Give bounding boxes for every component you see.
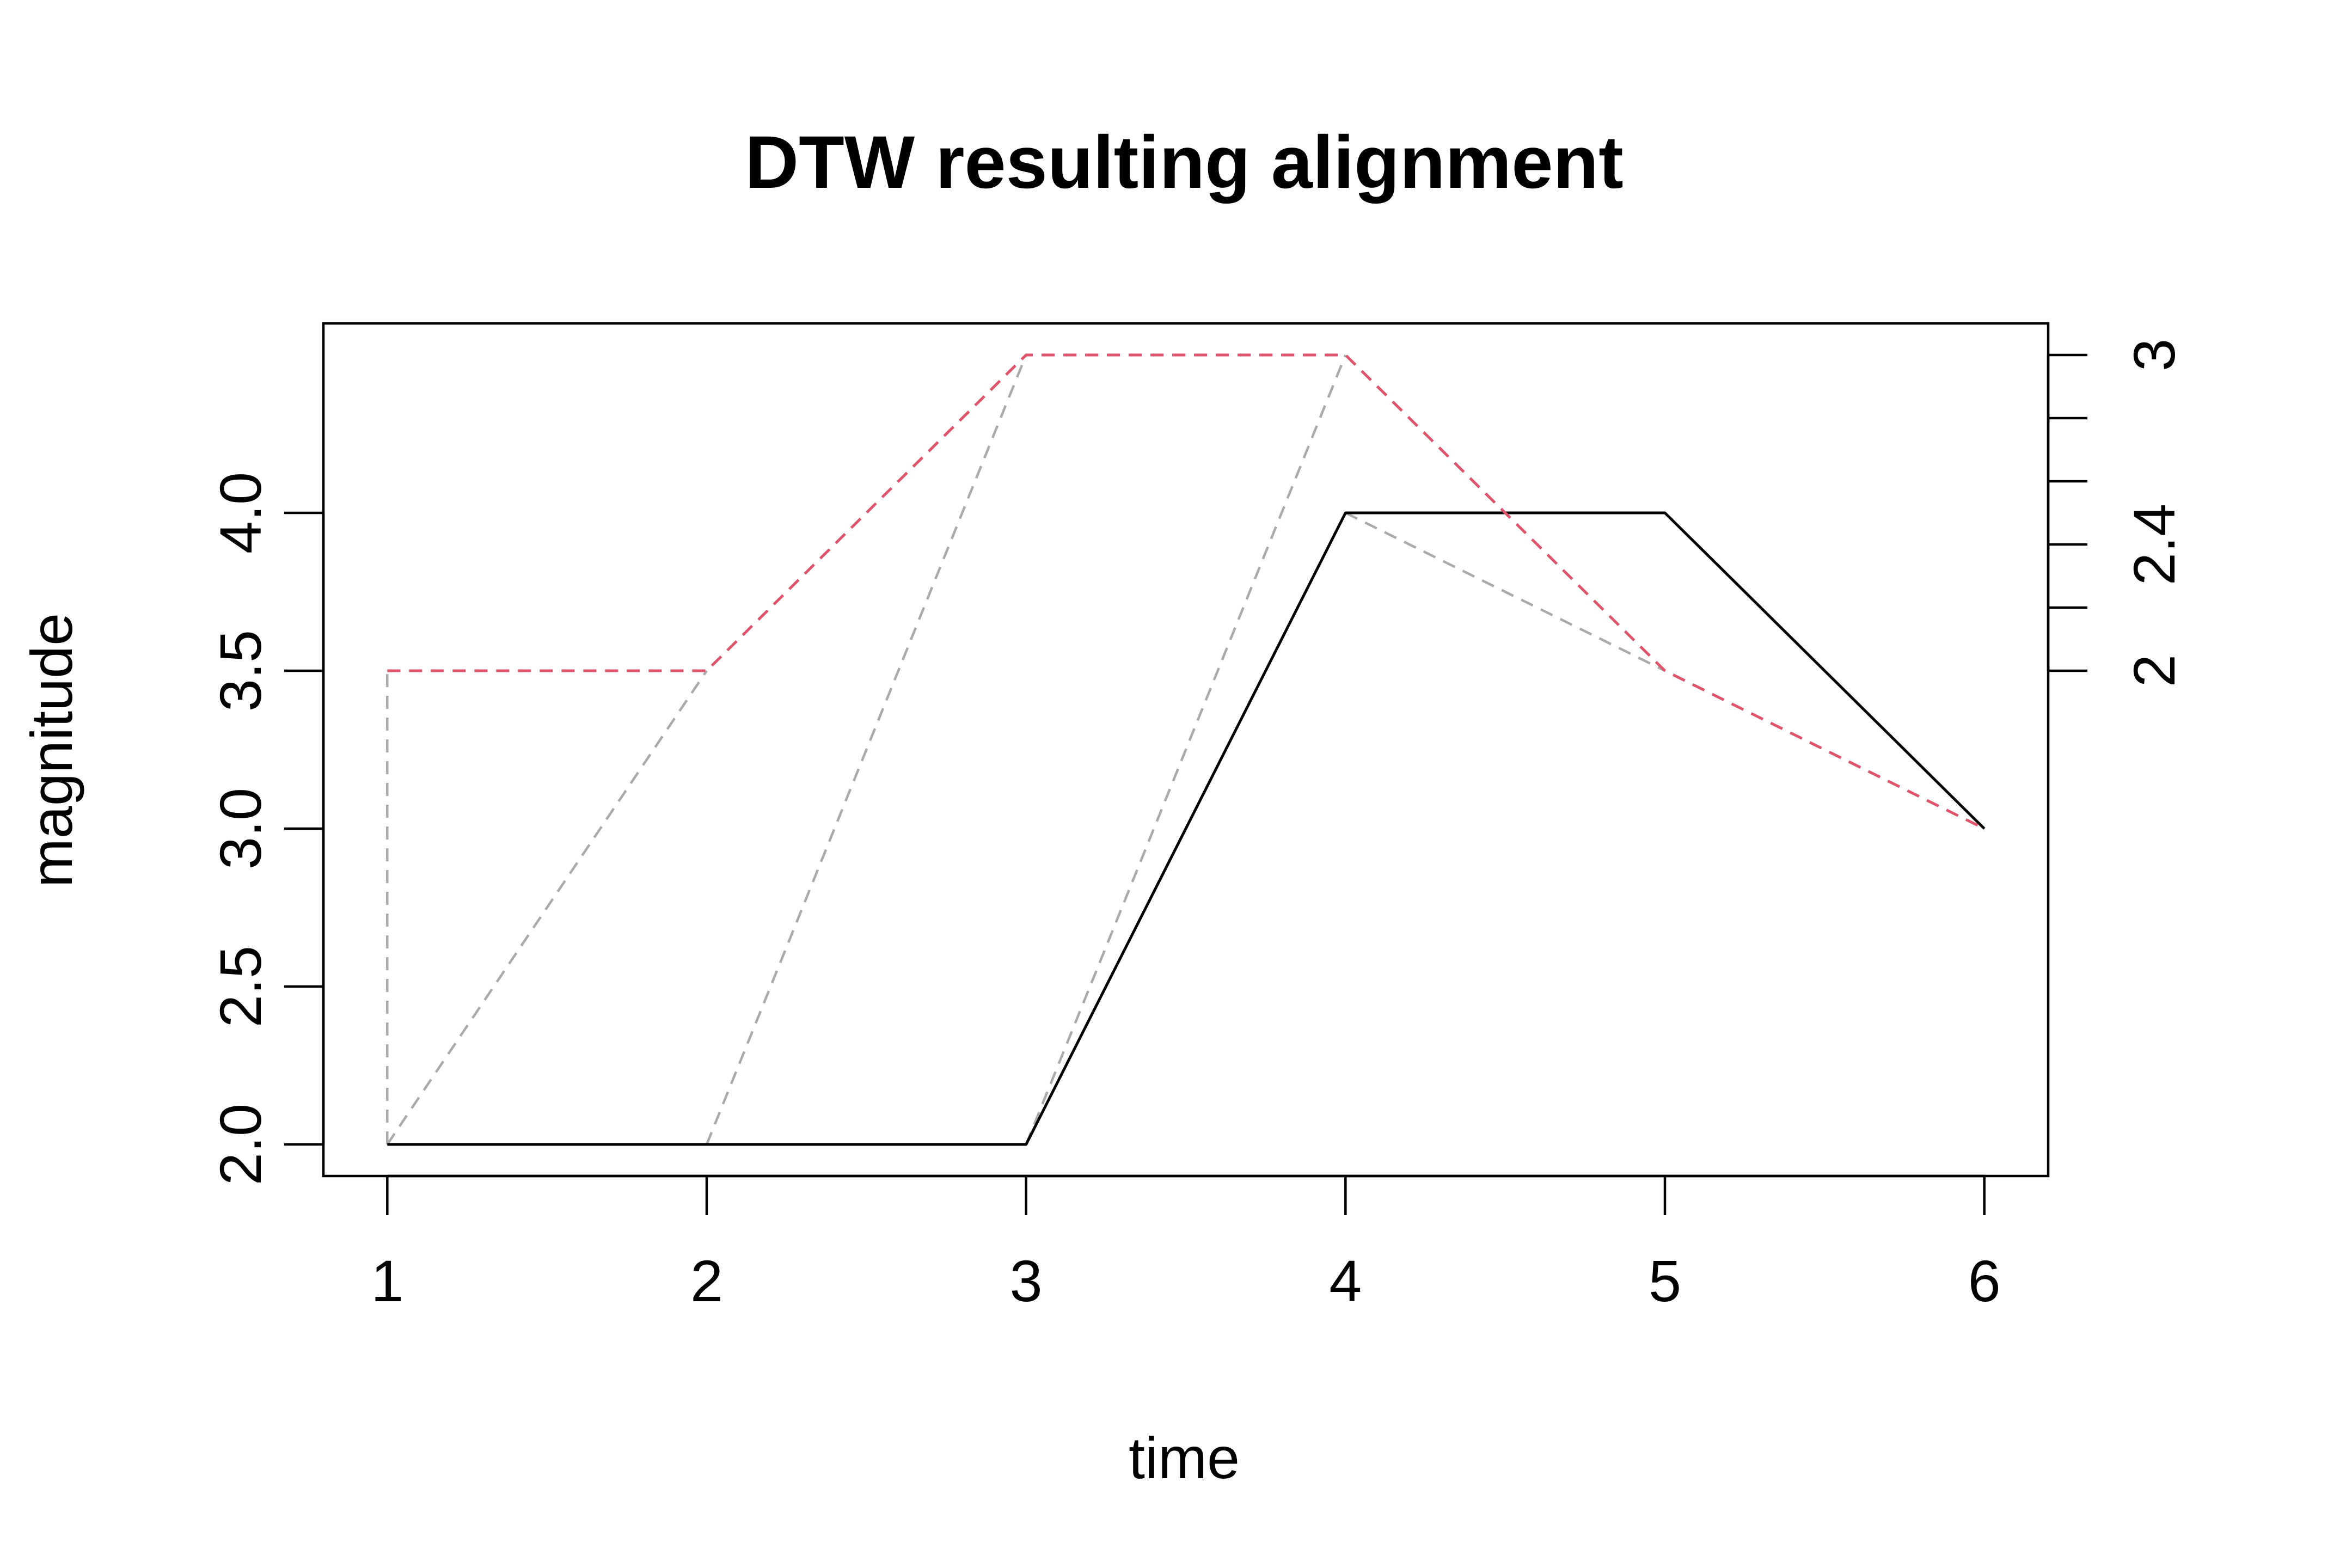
x-tick-label: 1: [371, 1248, 403, 1314]
right-tick-label: 3: [2121, 339, 2187, 371]
y-tick-label: 3.5: [207, 630, 273, 712]
right-axis: 22.43: [2047, 339, 2187, 687]
x-tick-label: 4: [1329, 1248, 1362, 1314]
x-tick-label: 2: [690, 1248, 723, 1314]
x-axis: 1 2 3 4 5 6: [371, 1174, 2001, 1314]
y-tick-label: 3.0: [207, 788, 273, 869]
alignment-lines: [386, 354, 1986, 1146]
right-tick-label: 2: [2121, 654, 2187, 687]
y-tick-label: 2.5: [207, 946, 273, 1027]
x-axis-label: time: [1129, 1425, 1240, 1491]
series-lines: [387, 353, 1986, 1146]
x-tick-label: 5: [1649, 1248, 1681, 1314]
y-tick-label: 4.0: [207, 472, 273, 554]
y-axis: 2.0 2.5 3.0 3.5 4.0: [207, 472, 325, 1185]
y-tick-label: 2.0: [207, 1104, 273, 1185]
alignment-line-4: [1025, 354, 1347, 1145]
x-tick-label: 6: [1968, 1248, 2001, 1314]
x-tick-label: 3: [1010, 1248, 1043, 1314]
series-line-1: [387, 511, 1986, 1146]
alignment-line-3: [705, 354, 1027, 1145]
series-line-2: [387, 353, 1985, 830]
alignment-line-2: [386, 670, 708, 1146]
right-tick-label: 2.4: [2121, 504, 2187, 585]
chart-title: DTW resulting alignment: [745, 121, 1624, 204]
alignment-line-5: [1345, 511, 1665, 672]
y-axis-label: magnitude: [19, 613, 84, 887]
